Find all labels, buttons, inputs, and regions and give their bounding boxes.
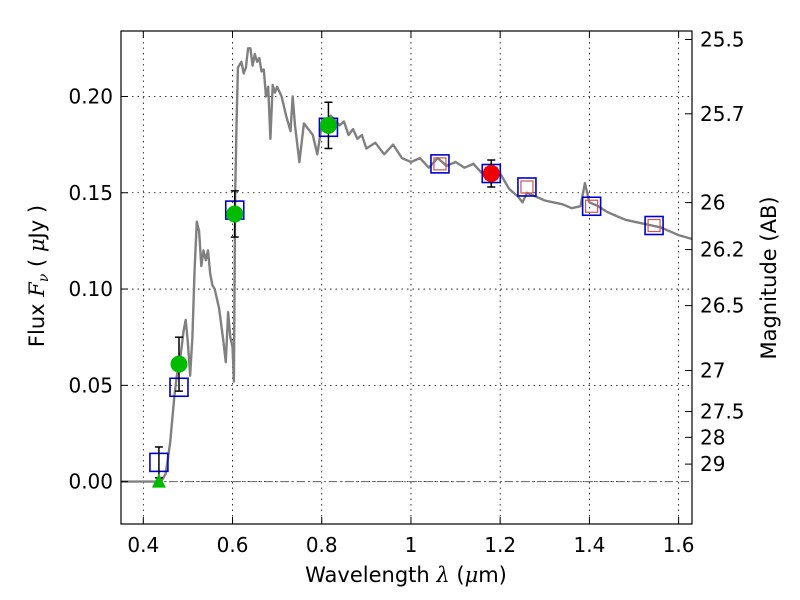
right-tick-label: 27 — [700, 359, 725, 383]
axis-ticks: 0.4 0.6 0.8 1 1.2 1.4 1.6 0.00 0.05 0.10 0.15 0.20 2… — [68, 27, 744, 557]
observed-point-green — [170, 355, 188, 373]
photometry-layer — [149, 101, 664, 488]
right-tick-label: 26 — [700, 191, 725, 215]
model-photometry-square — [517, 177, 537, 197]
right-tick-label: 25.7 — [700, 102, 745, 126]
x-tick-label: 1.4 — [573, 533, 605, 557]
right-axis-label: Magnitude (AB) — [757, 196, 781, 359]
model-photometry-inner-square — [520, 180, 534, 194]
observed-point-red — [482, 165, 500, 183]
y-tick-label: 0.20 — [68, 84, 113, 108]
x-tick-label: 1.2 — [484, 533, 516, 557]
x-tick-label: 0.6 — [217, 533, 249, 557]
model-photometry-inner-square — [647, 218, 661, 233]
y-axis-label: Flux Fν ( μJy ) — [25, 205, 52, 347]
model-photometry-inner-square — [433, 157, 447, 171]
x-tick-label: 0.4 — [127, 533, 159, 557]
upper-limit-triangle — [151, 473, 166, 488]
x-tick-label: 1 — [405, 533, 418, 557]
model-photometry-square — [644, 215, 664, 236]
x-tick-label: 0.8 — [306, 533, 338, 557]
right-tick-label: 25.5 — [700, 27, 745, 51]
x-axis-label: Wavelength λ (μm) — [305, 563, 507, 587]
model-photometry-square — [430, 154, 450, 174]
observed-point-green — [319, 116, 337, 134]
y-tick-label: 0.15 — [68, 181, 113, 205]
y-tick-label: 0.05 — [68, 373, 113, 397]
model-photometry-inner-square — [585, 199, 599, 213]
observed-point-green — [226, 205, 244, 223]
model-photometry-square — [581, 196, 602, 217]
plot-frame — [120, 30, 693, 525]
right-tick-label: 26.5 — [700, 294, 745, 318]
x-tick-label: 1.6 — [663, 533, 695, 557]
right-tick-label: 28 — [700, 425, 725, 449]
y-tick-label: 0.10 — [68, 277, 113, 301]
right-tick-label: 27.5 — [700, 400, 745, 424]
right-tick-label: 29 — [700, 452, 725, 476]
right-tick-label: 26.2 — [700, 238, 745, 262]
y-tick-label: 0.00 — [68, 470, 113, 494]
